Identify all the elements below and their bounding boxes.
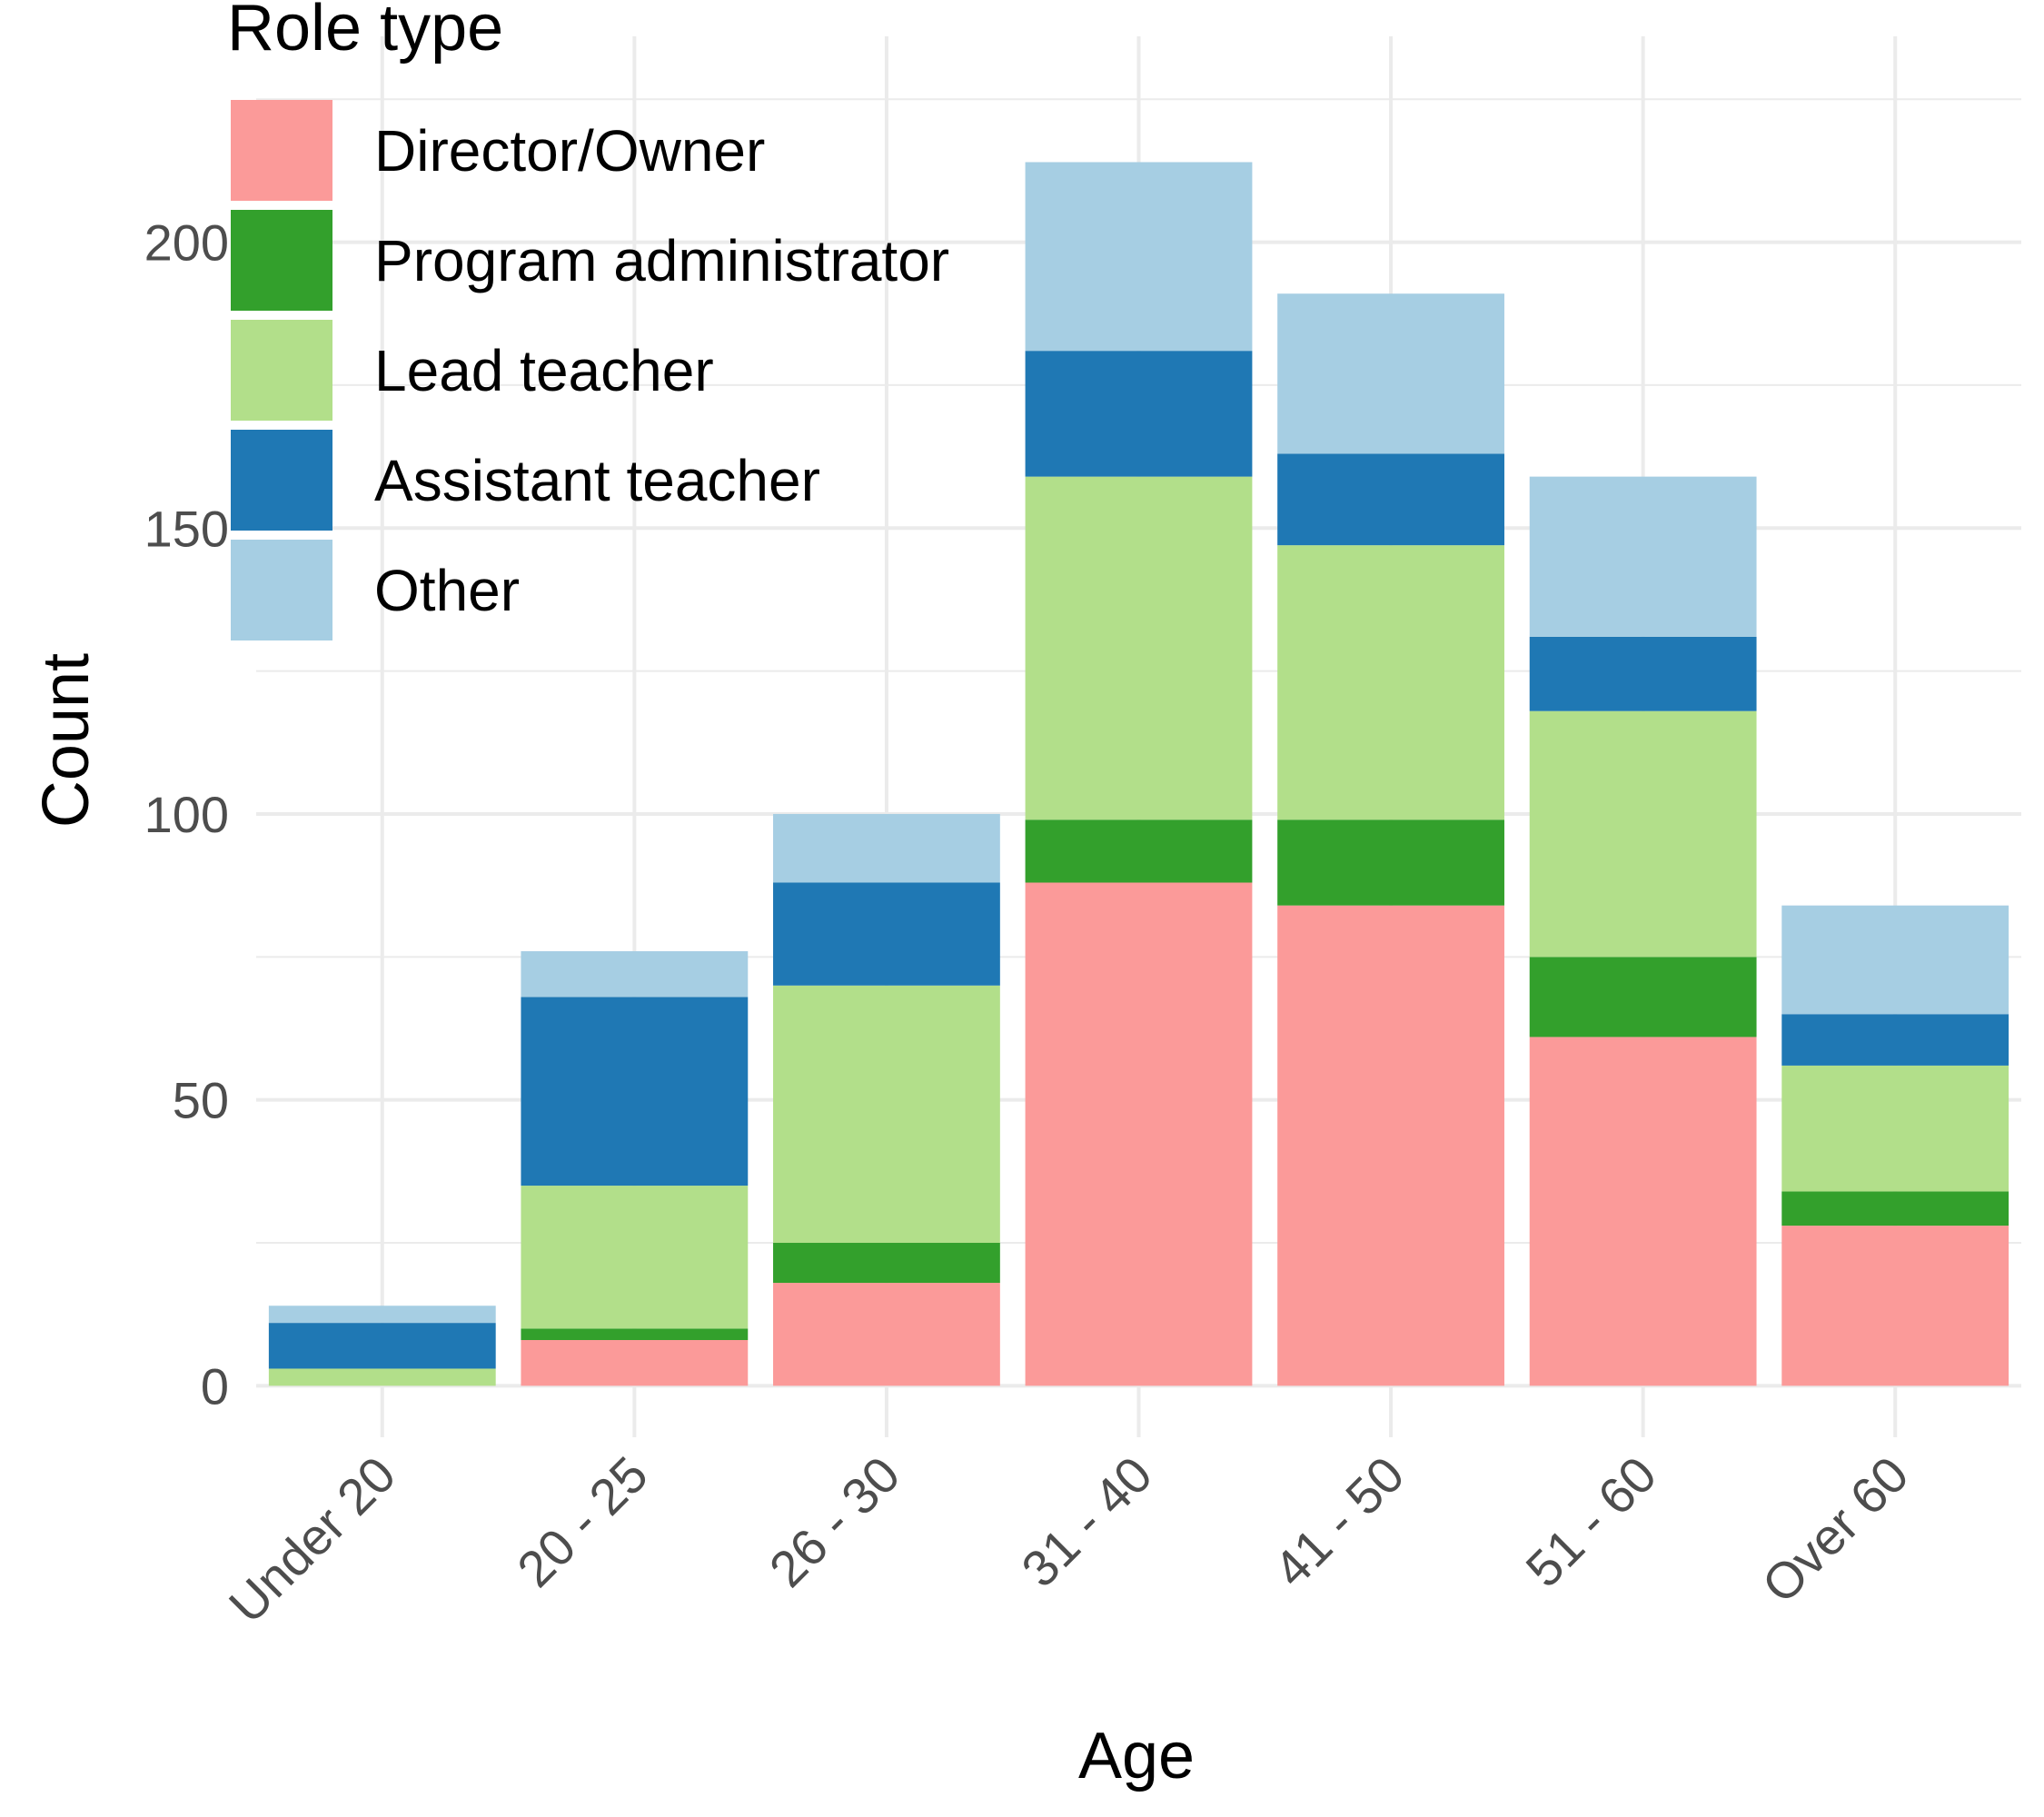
bar-segment: 20 - 25 — Program administrator: 2 xyxy=(521,1328,749,1341)
bar-segment: Over 60 — Lead teacher: 22 xyxy=(1781,1065,2009,1192)
legend-swatch xyxy=(231,430,332,531)
x-tick-label: 41 - 50 xyxy=(1263,1445,1415,1598)
bar-segment: 41 - 50 — Director/Owner: 84 xyxy=(1277,905,1504,1386)
legend-swatch xyxy=(231,540,332,640)
bars: Under 20 — Lead teacher: 3Under 20 — Ass… xyxy=(268,162,2009,1386)
bar-segment: 26 - 30 — Assistant teacher: 18 xyxy=(773,882,1000,986)
bar-segment: Over 60 — Assistant teacher: 9 xyxy=(1781,1014,2009,1066)
bar-segment: Over 60 — Director/Owner: 28 xyxy=(1781,1226,2009,1386)
bar-segment: 51 - 60 — Assistant teacher: 13 xyxy=(1529,636,1757,711)
x-tick-label: 20 - 25 xyxy=(506,1445,659,1598)
x-tick-label: 31 - 40 xyxy=(1010,1445,1163,1598)
bar-segment: 31 - 40 — Assistant teacher: 22 xyxy=(1025,351,1253,477)
bar-segment: 20 - 25 — Assistant teacher: 33 xyxy=(521,997,749,1187)
bar-segment: 26 - 30 — Other: 12 xyxy=(773,813,1000,883)
legend-label: Assistant teacher xyxy=(374,448,820,513)
bar-segment: 51 - 60 — Program administrator: 14 xyxy=(1529,957,1757,1038)
legend-label: Program administrator xyxy=(374,228,949,293)
x-axis-title: Age xyxy=(1078,1720,1195,1792)
bar-segment: Over 60 — Program administrator: 6 xyxy=(1781,1191,2009,1226)
bar-segment: 20 - 25 — Other: 8 xyxy=(521,951,749,998)
bar-segment: 31 - 40 — Director/Owner: 88 xyxy=(1025,882,1253,1386)
bar-segment: Under 20 — Lead teacher: 3 xyxy=(268,1368,496,1386)
x-axis-ticks: Under 20 20 - 25 26 - 30 31 - 40 41 - 50 51 -… xyxy=(218,1445,1920,1633)
legend-label: Lead teacher xyxy=(374,338,714,403)
bar-segment: 41 - 50 — Assistant teacher: 16 xyxy=(1277,453,1504,546)
y-tick-label: 0 xyxy=(201,1357,229,1415)
legend-label: Director/Owner xyxy=(374,118,765,184)
bar-segment: 31 - 40 — Other: 33 xyxy=(1025,162,1253,352)
y-tick-label: 50 xyxy=(173,1072,229,1129)
y-axis-title: Count xyxy=(30,653,103,828)
y-tick-label: 150 xyxy=(144,500,229,557)
bar-segment: Over 60 — Other: 19 xyxy=(1781,905,2009,1015)
y-axis-ticks: 0 50 100 150 200 xyxy=(144,214,229,1415)
bar-segment: 51 - 60 — Other: 28 xyxy=(1529,476,1757,637)
bar-segment: 26 - 30 — Program administrator: 7 xyxy=(773,1243,1000,1284)
y-tick-label: 200 xyxy=(144,214,229,272)
x-tick-label: 51 - 60 xyxy=(1514,1445,1667,1598)
bar-segment: 26 - 30 — Director/Owner: 18 xyxy=(773,1283,1000,1386)
bar-segment: 41 - 50 — Lead teacher: 48 xyxy=(1277,545,1504,820)
bar-segment: 41 - 50 — Other: 28 xyxy=(1277,293,1504,454)
legend-title: Role type xyxy=(227,0,503,65)
bar-segment: 51 - 60 — Lead teacher: 43 xyxy=(1529,710,1757,958)
legend: Role type Director/Owner Program administ… xyxy=(227,0,949,640)
legend-swatch xyxy=(231,100,332,201)
bar-segment: 20 - 25 — Director/Owner: 8 xyxy=(521,1340,749,1386)
x-tick-label: Under 20 xyxy=(218,1445,406,1633)
y-tick-label: 100 xyxy=(144,786,229,843)
bar-segment: 26 - 30 — Lead teacher: 45 xyxy=(773,985,1000,1244)
bar-segment: Under 20 — Assistant teacher: 8 xyxy=(268,1323,496,1369)
legend-swatch xyxy=(231,210,332,311)
legend-label: Other xyxy=(374,558,520,623)
bar-segment: 31 - 40 — Lead teacher: 60 xyxy=(1025,476,1253,820)
bar-segment: Under 20 — Other: 3 xyxy=(268,1306,496,1324)
bar-segment: 51 - 60 — Director/Owner: 61 xyxy=(1529,1037,1757,1386)
bar-segment: 41 - 50 — Program administrator: 15 xyxy=(1277,819,1504,906)
x-tick-label: Over 60 xyxy=(1751,1445,1919,1613)
legend-swatch xyxy=(231,320,332,421)
x-tick-label: 26 - 30 xyxy=(759,1445,911,1598)
bar-segment: 20 - 25 — Lead teacher: 25 xyxy=(521,1186,749,1329)
bar-segment: 31 - 40 — Program administrator: 11 xyxy=(1025,819,1253,883)
